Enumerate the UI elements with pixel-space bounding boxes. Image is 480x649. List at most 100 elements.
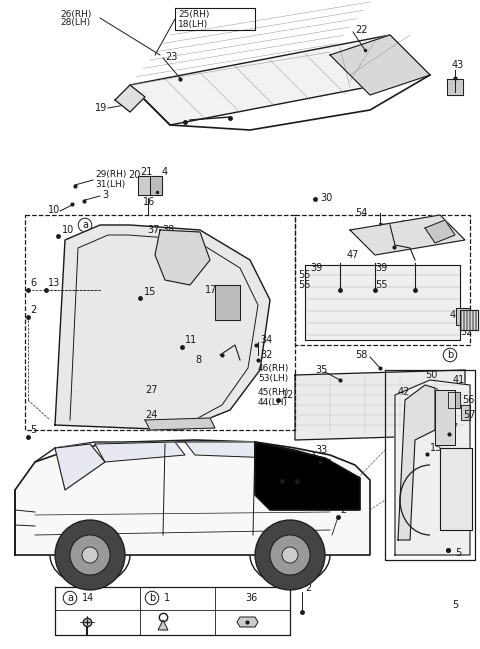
Text: 46(RH): 46(RH) xyxy=(258,363,289,373)
Text: 27: 27 xyxy=(145,385,157,395)
Circle shape xyxy=(282,547,298,563)
Text: 35: 35 xyxy=(315,365,327,375)
Text: 53(LH): 53(LH) xyxy=(258,374,288,382)
Text: 51: 51 xyxy=(377,223,389,233)
Polygon shape xyxy=(150,176,162,195)
Text: a: a xyxy=(67,593,73,603)
Text: 52: 52 xyxy=(460,327,472,337)
Text: 12: 12 xyxy=(282,390,294,400)
Text: a: a xyxy=(82,220,88,230)
Text: 3: 3 xyxy=(102,190,108,200)
Text: 50: 50 xyxy=(425,370,437,380)
Text: 5: 5 xyxy=(452,600,458,610)
Text: 40: 40 xyxy=(430,223,442,233)
Text: 10: 10 xyxy=(62,225,74,235)
Text: 57: 57 xyxy=(463,410,476,420)
Text: 10: 10 xyxy=(48,205,60,215)
Circle shape xyxy=(55,520,125,590)
Text: 42: 42 xyxy=(398,387,410,397)
Text: 56: 56 xyxy=(462,395,474,405)
Polygon shape xyxy=(447,79,463,95)
Polygon shape xyxy=(330,35,430,95)
Text: 54: 54 xyxy=(355,208,367,218)
Text: 17: 17 xyxy=(205,285,217,295)
Polygon shape xyxy=(95,442,185,462)
Text: 24: 24 xyxy=(145,410,157,420)
Text: 21: 21 xyxy=(140,167,152,177)
Text: 13: 13 xyxy=(48,278,60,288)
Text: 36: 36 xyxy=(245,593,257,603)
Polygon shape xyxy=(425,220,455,243)
Polygon shape xyxy=(395,380,470,555)
Text: 20: 20 xyxy=(128,170,140,180)
Text: 34: 34 xyxy=(260,335,272,345)
Text: 55: 55 xyxy=(298,280,311,290)
Polygon shape xyxy=(350,215,465,255)
Text: b: b xyxy=(447,350,453,360)
Circle shape xyxy=(255,520,325,590)
Polygon shape xyxy=(155,230,210,285)
Text: 8: 8 xyxy=(195,355,201,365)
Text: 23: 23 xyxy=(165,52,178,62)
Text: 38: 38 xyxy=(162,225,174,235)
Text: 39: 39 xyxy=(375,263,387,273)
Text: 2: 2 xyxy=(30,305,36,315)
Text: 14: 14 xyxy=(82,593,94,603)
Polygon shape xyxy=(15,440,370,555)
Text: 6: 6 xyxy=(30,278,36,288)
Text: 31(LH): 31(LH) xyxy=(95,180,125,188)
Text: 18(LH): 18(LH) xyxy=(178,19,208,29)
Polygon shape xyxy=(237,617,258,627)
Text: 2: 2 xyxy=(305,583,311,593)
Text: 13: 13 xyxy=(300,470,312,480)
Text: 6: 6 xyxy=(285,470,291,480)
Text: 59: 59 xyxy=(400,220,412,230)
Polygon shape xyxy=(138,176,150,195)
Text: 5: 5 xyxy=(455,548,461,558)
Text: 28(LH): 28(LH) xyxy=(60,19,90,27)
Polygon shape xyxy=(115,85,145,112)
Text: 15: 15 xyxy=(144,287,156,297)
Text: 30: 30 xyxy=(320,193,332,203)
Circle shape xyxy=(270,535,310,575)
Text: 37: 37 xyxy=(147,225,159,235)
Polygon shape xyxy=(158,620,168,630)
Text: 15: 15 xyxy=(430,443,443,453)
Text: 32: 32 xyxy=(260,350,272,360)
Polygon shape xyxy=(55,225,270,430)
Text: 47: 47 xyxy=(347,250,360,260)
Polygon shape xyxy=(255,442,360,510)
Text: 41: 41 xyxy=(453,375,465,385)
Polygon shape xyxy=(55,587,290,635)
Text: 4: 4 xyxy=(162,167,168,177)
Polygon shape xyxy=(461,405,470,420)
Text: 5: 5 xyxy=(450,538,456,548)
Circle shape xyxy=(82,547,98,563)
Text: 11: 11 xyxy=(185,335,197,345)
Polygon shape xyxy=(398,385,435,540)
Text: 9: 9 xyxy=(440,438,446,448)
Polygon shape xyxy=(448,392,460,408)
Polygon shape xyxy=(215,285,240,320)
Polygon shape xyxy=(55,444,105,490)
Text: 55: 55 xyxy=(375,280,387,290)
Text: 16: 16 xyxy=(143,197,155,207)
Polygon shape xyxy=(295,370,465,440)
Polygon shape xyxy=(440,448,472,530)
Text: 2: 2 xyxy=(340,505,346,515)
Text: 19: 19 xyxy=(95,103,107,113)
Text: 33: 33 xyxy=(315,445,327,455)
Circle shape xyxy=(70,535,110,575)
Text: 7: 7 xyxy=(451,423,457,433)
Text: 22: 22 xyxy=(355,25,368,35)
Polygon shape xyxy=(456,308,470,325)
Polygon shape xyxy=(460,310,478,330)
Text: 25(RH): 25(RH) xyxy=(178,10,209,19)
Polygon shape xyxy=(435,390,455,445)
Text: 39: 39 xyxy=(310,263,322,273)
Text: 5: 5 xyxy=(30,425,36,435)
Polygon shape xyxy=(130,35,430,125)
Text: 58: 58 xyxy=(355,350,367,360)
Polygon shape xyxy=(305,265,460,340)
Text: 45(RH): 45(RH) xyxy=(258,387,289,397)
